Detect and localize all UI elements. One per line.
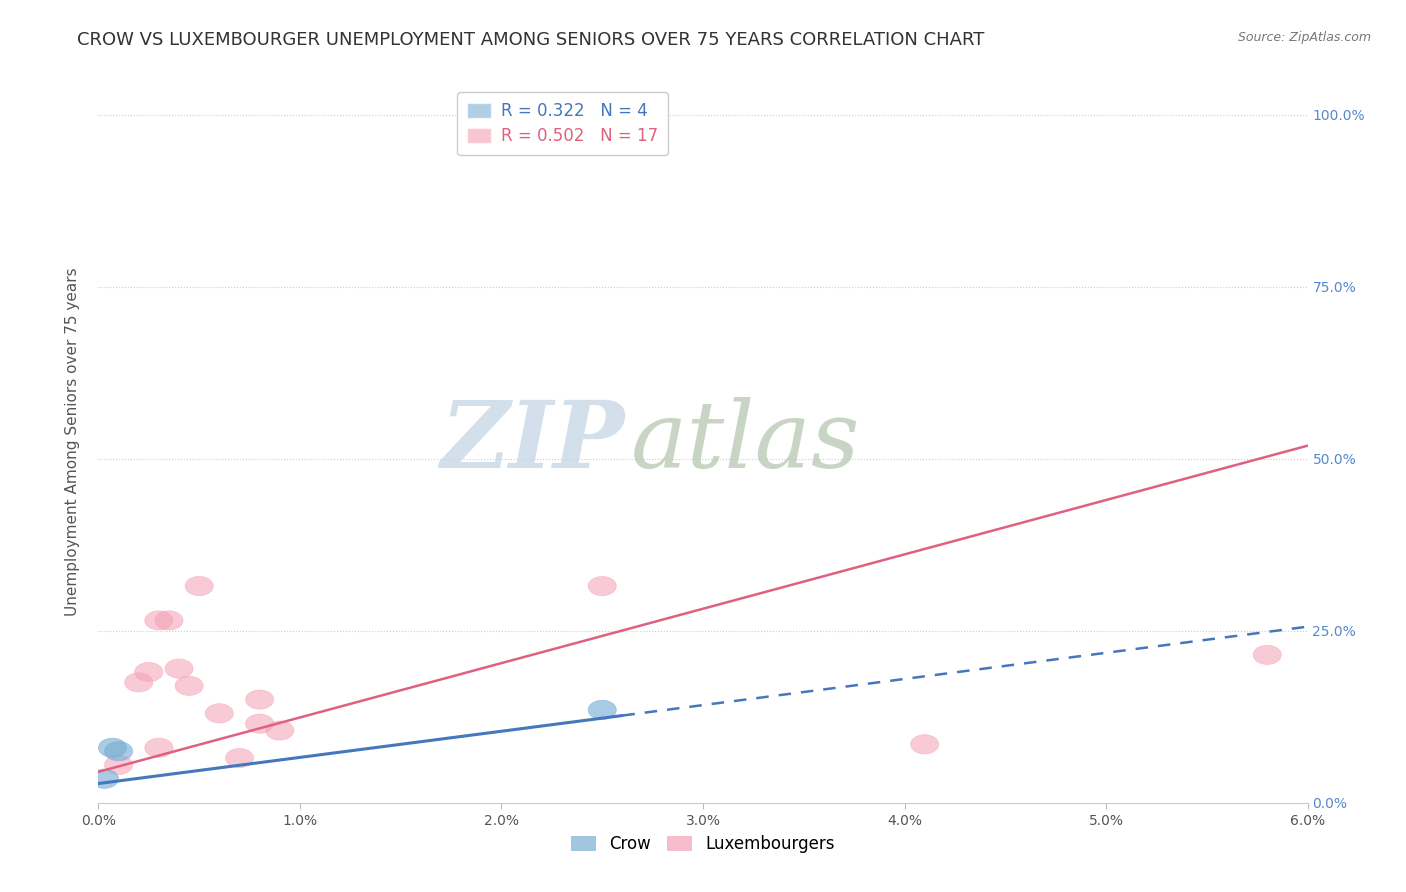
Legend: Crow, Luxembourgers: Crow, Luxembourgers [564, 828, 842, 860]
Ellipse shape [246, 714, 274, 733]
Ellipse shape [165, 659, 193, 678]
Ellipse shape [246, 690, 274, 709]
Ellipse shape [205, 704, 233, 723]
Ellipse shape [125, 673, 153, 692]
Text: atlas: atlas [630, 397, 860, 486]
Ellipse shape [186, 576, 214, 596]
Text: CROW VS LUXEMBOURGER UNEMPLOYMENT AMONG SENIORS OVER 75 YEARS CORRELATION CHART: CROW VS LUXEMBOURGER UNEMPLOYMENT AMONG … [77, 31, 984, 49]
Ellipse shape [155, 611, 183, 630]
Ellipse shape [1253, 645, 1281, 665]
Ellipse shape [145, 611, 173, 630]
Ellipse shape [104, 756, 132, 774]
Y-axis label: Unemployment Among Seniors over 75 years: Unemployment Among Seniors over 75 years [65, 268, 80, 615]
Ellipse shape [911, 735, 939, 754]
Ellipse shape [135, 663, 163, 681]
Ellipse shape [266, 721, 294, 740]
Ellipse shape [588, 700, 616, 720]
Text: ZIP: ZIP [440, 397, 624, 486]
Ellipse shape [225, 748, 253, 768]
Ellipse shape [145, 738, 173, 757]
Ellipse shape [588, 576, 616, 596]
Ellipse shape [98, 738, 127, 757]
Ellipse shape [104, 741, 132, 761]
Ellipse shape [90, 769, 118, 789]
Text: Source: ZipAtlas.com: Source: ZipAtlas.com [1237, 31, 1371, 45]
Ellipse shape [174, 676, 204, 696]
